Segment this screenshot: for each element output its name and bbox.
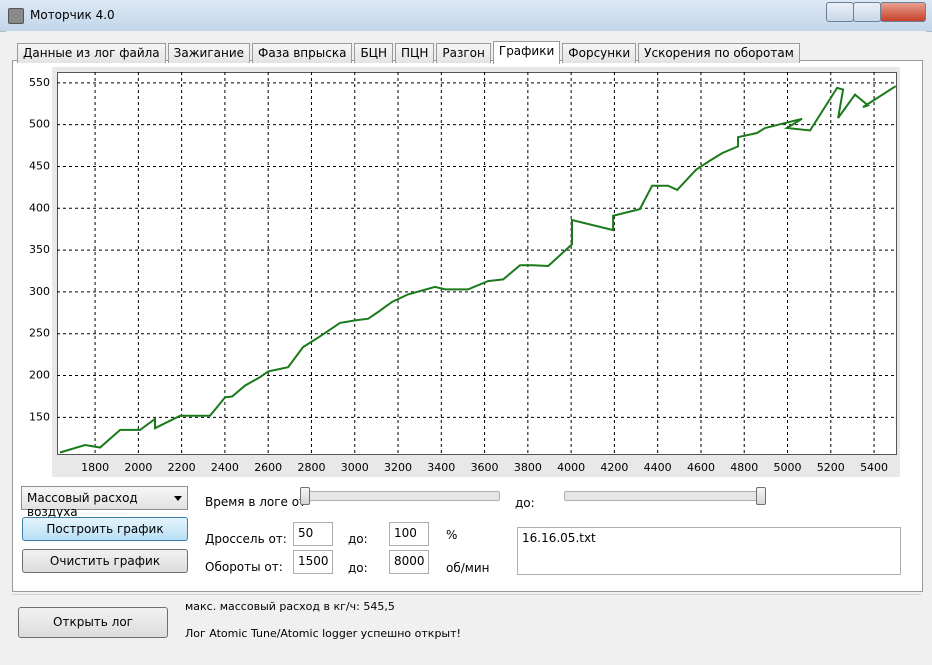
- x-tick-label: 4200: [600, 461, 628, 474]
- rpm-label: Обороты от:: [205, 560, 283, 574]
- x-tick-label: 2400: [211, 461, 239, 474]
- tab[interactable]: ПЦН: [395, 43, 435, 63]
- y-tick-label: 500: [29, 118, 50, 131]
- data-line: [59, 85, 897, 454]
- x-tick-label: 3400: [427, 461, 455, 474]
- y-tick-label: 550: [29, 76, 50, 89]
- build-button[interactable]: Построить график: [22, 517, 188, 541]
- x-tick-label: 2800: [297, 461, 325, 474]
- x-tick-label: 3800: [514, 461, 542, 474]
- y-tick-label: 300: [29, 285, 50, 298]
- rpm-unit: об/мин: [446, 561, 490, 575]
- rpm-to-input[interactable]: 8000: [389, 550, 429, 574]
- max-flow-text: макс. массовый расход в кг/ч: 545,5: [185, 600, 395, 613]
- combo-text: Массовый расход воздуха: [27, 491, 138, 519]
- throttle-label: Дроссель от:: [205, 532, 287, 546]
- x-tick-label: 3200: [384, 461, 412, 474]
- y-tick-label: 150: [29, 410, 50, 423]
- window-title: Моторчик 4.0: [30, 8, 115, 22]
- x-tick-label: 5000: [774, 461, 802, 474]
- slider-thumb[interactable]: [300, 487, 310, 505]
- file-list[interactable]: 16.16.05.txt: [517, 527, 901, 575]
- x-tick-label: 2600: [254, 461, 282, 474]
- slider-track: [564, 491, 764, 501]
- x-tick-label: 2000: [124, 461, 152, 474]
- y-tick-label: 350: [29, 243, 50, 256]
- x-tick-label: 4600: [687, 461, 715, 474]
- clear-button[interactable]: Очистить график: [22, 549, 188, 573]
- x-tick-label: 5200: [817, 461, 845, 474]
- tab[interactable]: Ускорения по оборотам: [638, 43, 800, 63]
- tab[interactable]: Зажигание: [167, 43, 250, 63]
- x-tick-label: 1800: [81, 461, 109, 474]
- title-bar: Моторчик 4.0: [0, 0, 932, 32]
- tab[interactable]: Форсунки: [562, 43, 637, 63]
- tab[interactable]: Графики: [492, 41, 561, 64]
- y-tick-label: 200: [29, 369, 50, 382]
- throttle-to-label: до:: [348, 532, 368, 546]
- time-from-label: Время в логе от: [205, 495, 307, 509]
- tab[interactable]: БЦН: [354, 43, 394, 63]
- y-tick-label: 450: [29, 159, 50, 172]
- rpm-to-label: до:: [348, 561, 368, 575]
- tab-strip: Данные из лог файла Зажигание Фаза впрыска…: [17, 41, 800, 64]
- open-log-button[interactable]: Открыть лог: [18, 607, 168, 638]
- x-tick-label: 2200: [168, 461, 196, 474]
- plot-area: [57, 72, 897, 455]
- x-tick-label: 4000: [557, 461, 585, 474]
- slider-track: [302, 491, 500, 501]
- slider-thumb[interactable]: [756, 487, 766, 505]
- x-tick-label: 3600: [471, 461, 499, 474]
- rpm-from-input[interactable]: 1500: [293, 550, 333, 574]
- parameter-combo[interactable]: Массовый расход воздуха: [21, 486, 188, 519]
- x-tick-label: 5400: [860, 461, 888, 474]
- throttle-to-input[interactable]: 100: [389, 522, 429, 546]
- tab[interactable]: Разгон: [436, 43, 491, 63]
- throttle-unit: %: [446, 528, 458, 542]
- tab[interactable]: Фаза впрыска: [252, 43, 353, 63]
- y-tick-label: 400: [29, 201, 50, 214]
- footer: [12, 594, 921, 657]
- tab[interactable]: Данные из лог файла: [17, 43, 166, 63]
- combo-arrow: [174, 496, 182, 501]
- x-tick-label: 4400: [644, 461, 672, 474]
- y-tick-label: 250: [29, 327, 50, 340]
- x-tick-label: 4800: [730, 461, 758, 474]
- close-button[interactable]: [880, 2, 926, 22]
- throttle-from-input[interactable]: 50: [293, 522, 333, 546]
- app-icon: [8, 8, 24, 24]
- time-to-label: до:: [515, 496, 535, 510]
- status-text: Лог Atomic Tune/Atomic logger успешно от…: [185, 627, 461, 640]
- x-tick-label: 3000: [341, 461, 369, 474]
